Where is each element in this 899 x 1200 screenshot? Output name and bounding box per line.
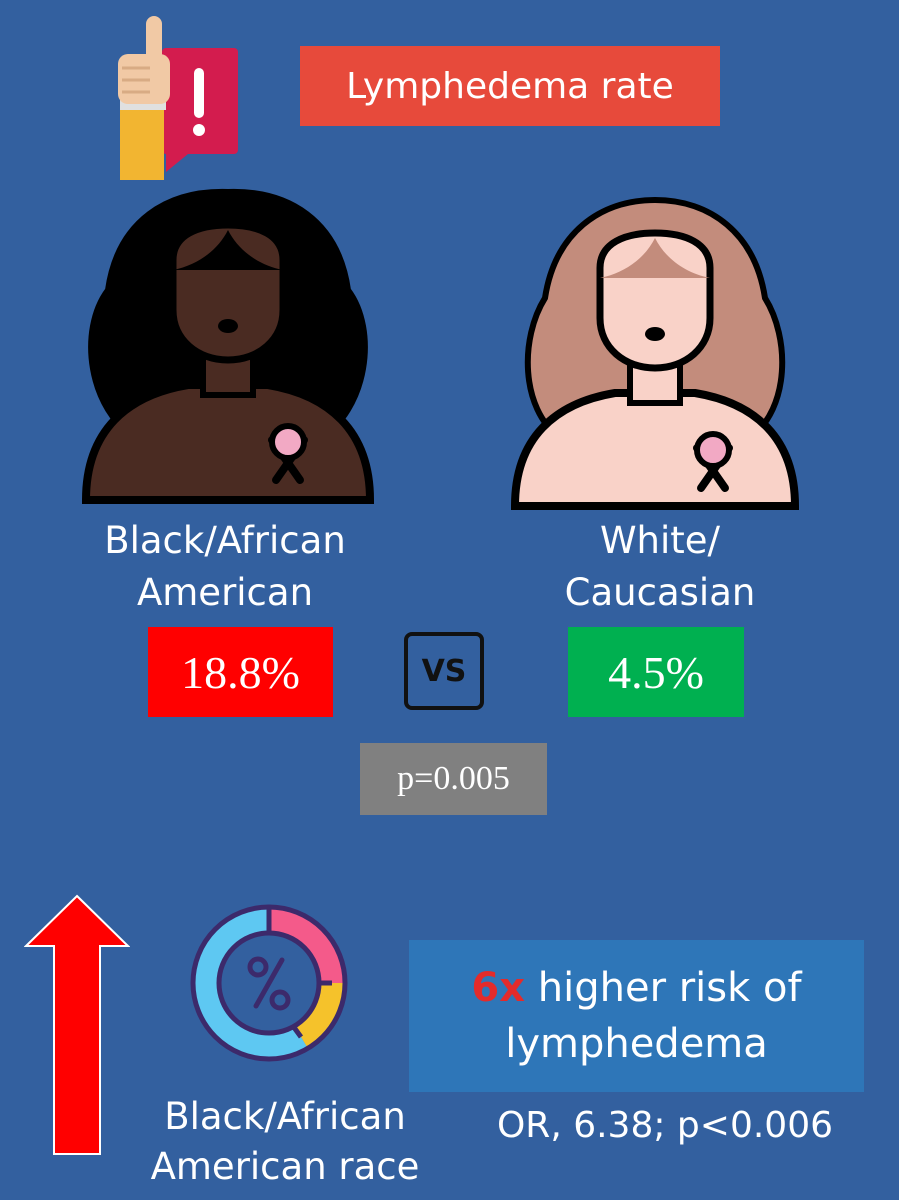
race-label-line1: Black/African [164, 1095, 406, 1138]
percent-donut-icon [190, 904, 348, 1062]
vs-icon: VS [404, 632, 484, 710]
race-label-line2: American race [150, 1145, 420, 1188]
rate-box-white: 4.5% [568, 627, 744, 717]
hand-alert-icon [118, 16, 238, 180]
odds-ratio-text: OR, 6.38; p<0.006 [496, 1105, 834, 1146]
group-label-white: White/ Caucasian [510, 515, 810, 619]
group-label-black-line2: American [136, 571, 314, 614]
risk-text-line1: higher risk of [525, 965, 802, 1011]
group-label-black-line1: Black/African [104, 519, 346, 562]
woman-white-ribbon-icon [510, 196, 800, 510]
risk-line1: 6x higher risk of [409, 960, 864, 1016]
risk-box: 6x higher risk of lymphedema [409, 940, 864, 1092]
group-label-black: Black/African American [80, 515, 370, 619]
group-label-white-line2: Caucasian [564, 571, 756, 614]
group-label-white-line1: White/ [599, 519, 721, 562]
risk-multiplier: 6x [471, 965, 526, 1011]
page-title: Lymphedema rate [300, 46, 720, 126]
race-label: Black/African American race [140, 1092, 430, 1192]
vs-label: VS [421, 653, 467, 689]
risk-text-line2: lymphedema [505, 1021, 768, 1067]
p-value-box: p=0.005 [360, 743, 547, 815]
up-arrow-icon [24, 894, 130, 1155]
rate-box-black: 18.8% [148, 627, 333, 717]
woman-black-ribbon-icon [81, 188, 375, 504]
